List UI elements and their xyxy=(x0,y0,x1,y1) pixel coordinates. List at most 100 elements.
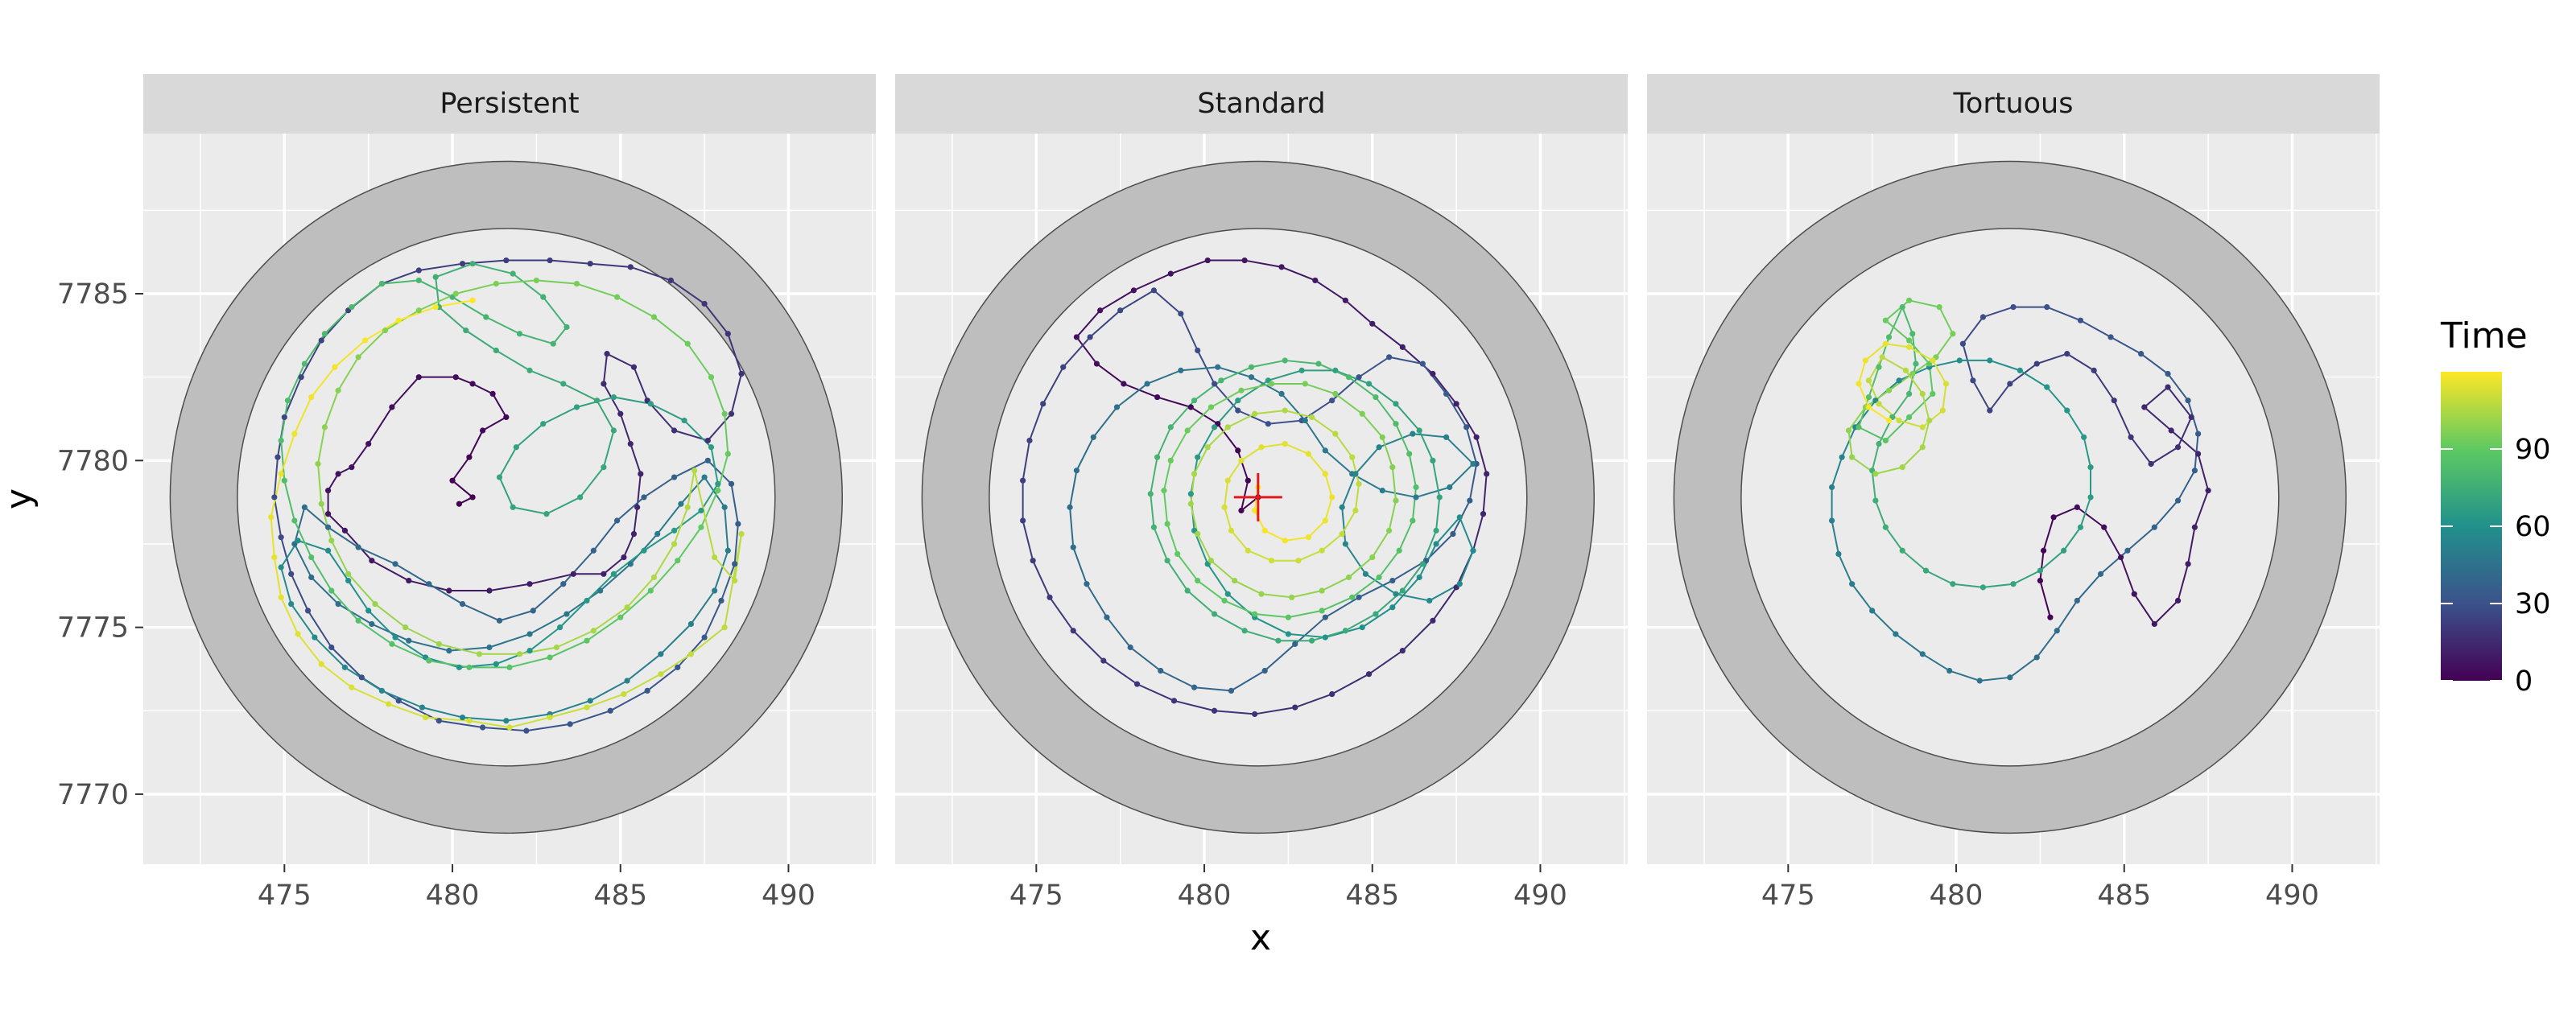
track-point xyxy=(650,314,658,320)
track-point xyxy=(1376,444,1382,451)
track-segment xyxy=(452,456,470,481)
track-point xyxy=(1073,334,1080,340)
track-point xyxy=(304,608,312,614)
track-point xyxy=(1393,421,1399,427)
track-segment xyxy=(687,470,696,508)
track-segment xyxy=(1871,470,1876,501)
track-point xyxy=(378,280,385,287)
track-segment xyxy=(357,546,396,565)
track-point xyxy=(543,511,550,517)
track-point xyxy=(1865,377,1872,384)
track-point xyxy=(1339,530,1345,538)
track-segment xyxy=(496,279,537,285)
track-point xyxy=(560,381,567,387)
track-segment xyxy=(1841,426,1856,458)
track-segment xyxy=(563,383,597,402)
track-segment xyxy=(579,466,605,498)
track-point xyxy=(671,541,678,547)
track-point xyxy=(426,657,432,664)
track-segment xyxy=(529,369,564,385)
track-segment xyxy=(1355,447,1380,475)
track-segment xyxy=(391,376,420,408)
track-segment xyxy=(1022,520,1034,561)
track-segment xyxy=(1197,579,1225,602)
track-point xyxy=(295,538,301,544)
track-segment xyxy=(603,556,625,575)
track-segment xyxy=(388,703,426,719)
track-point xyxy=(2077,317,2084,323)
track-point xyxy=(2168,427,2174,434)
track-segment xyxy=(529,613,568,635)
track-segment xyxy=(1315,279,1346,302)
track-point xyxy=(1261,527,1268,534)
track-segment xyxy=(1847,430,1853,458)
track-segment xyxy=(382,279,419,285)
track-segment xyxy=(1375,396,1397,425)
track-segment xyxy=(1459,517,1474,551)
track-segment xyxy=(552,326,568,344)
track-segment xyxy=(472,383,493,395)
track-point xyxy=(324,488,332,494)
track-segment xyxy=(1190,473,1195,505)
track-point xyxy=(573,404,580,410)
track-point xyxy=(1389,604,1396,611)
track-segment xyxy=(620,590,651,618)
track-segment xyxy=(1348,556,1373,579)
track-segment xyxy=(623,534,635,558)
strip-label-standard: Standard xyxy=(1197,88,1325,120)
track-segment xyxy=(1268,419,1302,425)
track-segment xyxy=(1831,456,1843,488)
track-point xyxy=(506,664,513,670)
track-segment xyxy=(2009,657,2037,678)
track-segment xyxy=(1236,450,1249,481)
track-point xyxy=(341,664,349,670)
track-point xyxy=(1158,667,1164,674)
track-segment xyxy=(1942,383,1947,411)
track-point xyxy=(1919,424,1926,431)
track-point xyxy=(601,464,607,471)
track-segment xyxy=(2076,573,2102,602)
track-segment xyxy=(2042,517,2055,551)
track-point xyxy=(1268,381,1275,387)
track-point xyxy=(1919,390,1926,397)
track-point xyxy=(1979,314,1987,320)
track-point xyxy=(1365,671,1373,678)
x-tick-label: 480 xyxy=(426,880,480,912)
track-point xyxy=(1950,331,1956,337)
track-point xyxy=(1329,494,1335,501)
track-segment xyxy=(1062,336,1091,368)
track-segment xyxy=(536,279,577,285)
arena-inner-area xyxy=(237,228,776,767)
track-point xyxy=(1104,614,1110,620)
track-segment xyxy=(1381,436,1393,468)
track-point xyxy=(1849,581,1856,587)
track-segment xyxy=(1311,416,1336,435)
track-point xyxy=(1399,587,1406,594)
track-segment xyxy=(1392,576,1420,608)
track-segment xyxy=(310,366,336,398)
track-segment xyxy=(643,529,675,552)
y-tick-label: 7780 xyxy=(57,445,129,477)
track-segment xyxy=(1482,473,1488,514)
track-segment xyxy=(394,637,427,658)
track-point xyxy=(1419,561,1426,567)
track-segment xyxy=(283,377,303,418)
track-segment xyxy=(1092,406,1118,438)
track-point xyxy=(1845,427,1852,434)
track-segment xyxy=(1321,576,1349,591)
track-point xyxy=(1389,464,1396,471)
track-point xyxy=(1349,594,1356,600)
track-point xyxy=(610,571,617,577)
track-point xyxy=(469,297,476,303)
track-point xyxy=(1329,398,1335,404)
track-segment xyxy=(1196,534,1212,562)
track-segment xyxy=(1962,343,1974,381)
track-point xyxy=(1211,707,1218,714)
track-segment xyxy=(428,583,464,605)
track-point xyxy=(1356,594,1362,600)
track-segment xyxy=(1364,573,1397,595)
track-point xyxy=(613,517,621,524)
track-segment xyxy=(435,262,473,278)
track-segment xyxy=(1962,316,1984,344)
track-point xyxy=(1342,541,1348,547)
